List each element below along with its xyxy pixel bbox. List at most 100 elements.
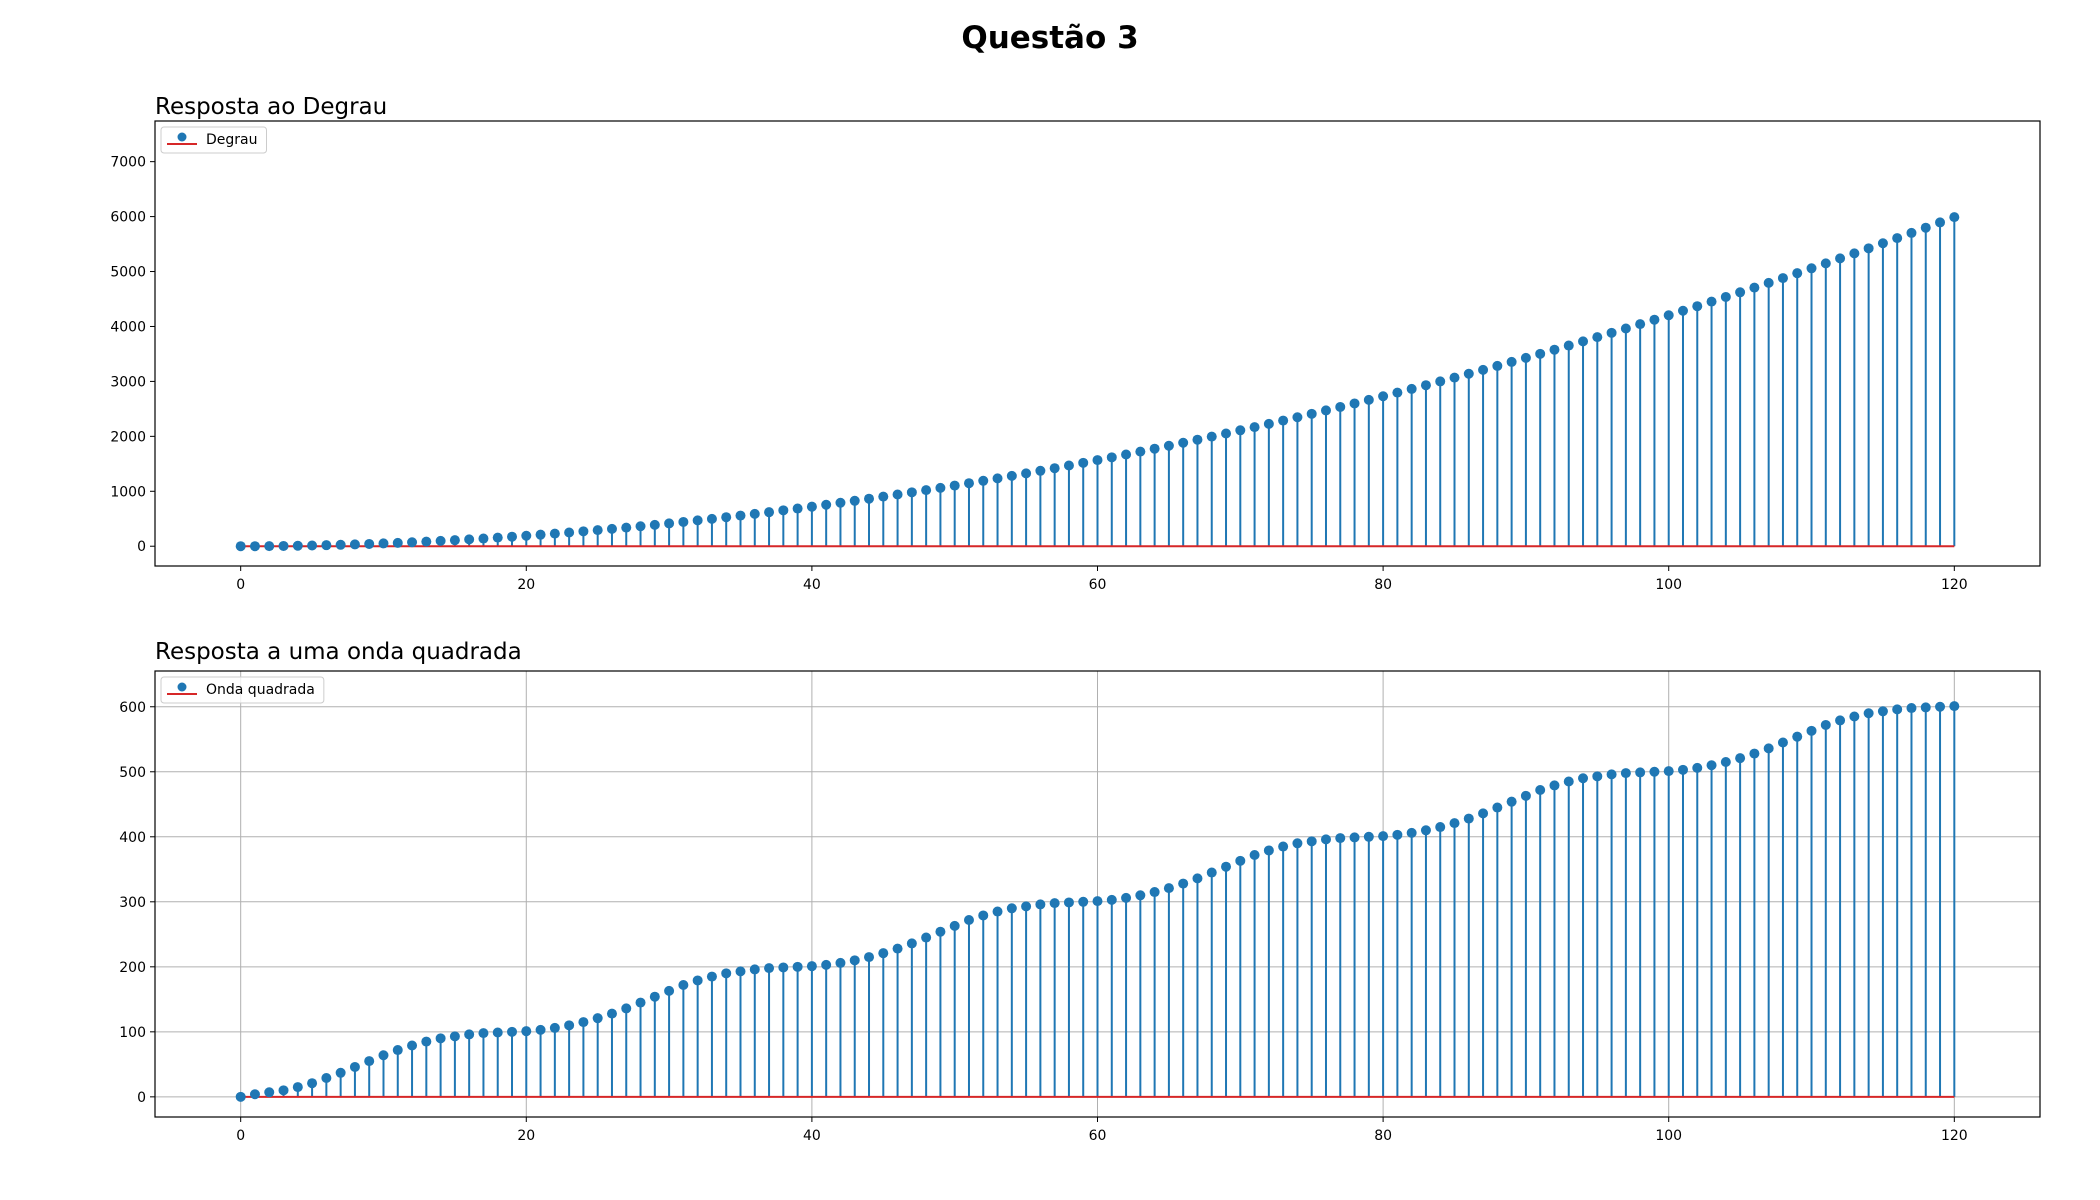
step-response-markers (235, 212, 1960, 552)
square-wave-response-point (792, 961, 803, 972)
square-wave-response-point (1306, 836, 1317, 847)
square-wave-response-point (1292, 838, 1303, 849)
step-response-point (635, 521, 646, 532)
square-wave-response-point (835, 957, 846, 968)
step-response-point (1178, 437, 1189, 448)
square-wave-response-point (1777, 737, 1788, 748)
square-wave-response-point (778, 962, 789, 973)
step-response-x-tick-label: 120 (1941, 577, 1968, 593)
step-response-legend-marker-swatch (177, 132, 187, 142)
step-response-point (507, 531, 518, 542)
square-wave-response-point (921, 932, 932, 943)
step-response-point (1463, 368, 1474, 379)
step-response-x-tick-label: 20 (517, 577, 535, 593)
step-response-y-tick-label: 7000 (110, 155, 146, 171)
square-wave-response-point (364, 1056, 375, 1067)
square-wave-response-point (592, 1013, 603, 1024)
square-wave-response-y-tick-label: 600 (119, 700, 146, 716)
step-response-point (392, 537, 403, 548)
step-response-point (364, 538, 375, 549)
step-response-point (521, 530, 532, 541)
step-response-point (764, 507, 775, 518)
step-response-x-tick-label: 80 (1374, 577, 1392, 593)
step-response-title: Resposta ao Degrau (155, 94, 387, 120)
step-response-point (1163, 440, 1174, 451)
square-wave-response-point (1449, 818, 1460, 829)
step-response-point (421, 536, 432, 547)
square-wave-response-point (1820, 719, 1831, 730)
square-wave-response-point (1749, 748, 1760, 759)
square-wave-response-point (1677, 764, 1688, 775)
step-response-point (549, 528, 560, 539)
step-response-point (1092, 455, 1103, 466)
step-response-point (906, 487, 917, 498)
square-wave-response-point (307, 1078, 318, 1089)
step-response-point (892, 489, 903, 500)
square-wave-response-point (1892, 704, 1903, 715)
square-wave-response-point (1492, 802, 1503, 813)
step-response-point (335, 539, 346, 550)
square-wave-response-point (1135, 890, 1146, 901)
square-wave-response-point (635, 997, 646, 1008)
step-response-point (1949, 212, 1960, 223)
step-response-point (1578, 336, 1589, 347)
square-wave-response-point (1692, 762, 1703, 773)
step-response-point (1906, 227, 1917, 238)
square-wave-response-point (1520, 790, 1531, 801)
square-wave-response-point (1920, 702, 1931, 713)
step-response-point (1292, 412, 1303, 423)
square-wave-response-point (578, 1017, 589, 1028)
square-wave-response-point (292, 1082, 303, 1093)
step-response-point (1121, 449, 1132, 460)
square-wave-response-x-tick-label: 100 (1655, 1128, 1682, 1144)
square-wave-response-point (1278, 841, 1289, 852)
square-wave-response-point (1221, 861, 1232, 872)
step-response-point (1478, 364, 1489, 375)
step-response-point (1021, 468, 1032, 479)
square-wave-response-y-tick-label: 200 (119, 960, 146, 976)
square-wave-response-point (721, 968, 732, 979)
step-response-point (1449, 372, 1460, 383)
step-response-point (1649, 314, 1660, 325)
square-wave-response-point (1349, 832, 1360, 843)
square-wave-response-point (992, 906, 1003, 917)
square-wave-response-point (1478, 808, 1489, 819)
square-wave-response-point (264, 1087, 275, 1098)
square-wave-response-point (435, 1033, 446, 1044)
step-response-legend-box (160, 126, 267, 154)
square-wave-response-point (606, 1008, 617, 1019)
square-wave-response-y-tick-label: 500 (119, 765, 146, 781)
square-wave-response-point (935, 926, 946, 937)
square-wave-response-point (378, 1050, 389, 1061)
step-response-point (1835, 253, 1846, 264)
step-response-point (1349, 398, 1360, 409)
step-response-point (1606, 327, 1617, 338)
square-wave-response-point (1706, 760, 1717, 771)
square-wave-response-point (1635, 767, 1646, 778)
step-response-point (978, 475, 989, 486)
square-wave-response-point (249, 1089, 260, 1100)
square-wave-response-point (949, 920, 960, 931)
step-response-point (1663, 310, 1674, 321)
step-response-point (1035, 465, 1046, 476)
square-wave-response-point (1663, 766, 1674, 777)
square-wave-response-legend-marker-swatch (177, 682, 187, 692)
square-wave-response-point (1563, 776, 1574, 787)
square-wave-response-point (1792, 731, 1803, 742)
square-wave-response-point (1092, 896, 1103, 907)
step-response-point (464, 534, 475, 545)
step-response-axes: Resposta ao Degrau 0 20 40 60 80 100 120 0 1000… (110, 94, 2041, 593)
square-wave-response-point (407, 1040, 418, 1051)
square-wave-response-point (1506, 796, 1517, 807)
step-response-point (678, 516, 689, 527)
square-wave-response-point (335, 1067, 346, 1078)
step-response-point (1849, 248, 1860, 259)
square-wave-response-point (878, 948, 889, 959)
square-wave-response-y-tick-label: 400 (119, 830, 146, 846)
square-wave-response-point (749, 964, 760, 975)
square-wave-response-point (1549, 780, 1560, 791)
step-response-y-tick-label: 6000 (110, 210, 146, 226)
square-wave-response-point (1906, 703, 1917, 714)
square-wave-response-point (864, 952, 875, 963)
